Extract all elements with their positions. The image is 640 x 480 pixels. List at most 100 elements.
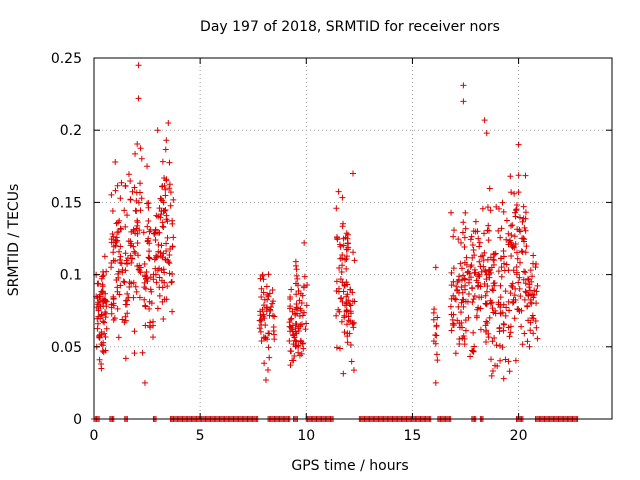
data-point — [455, 303, 462, 310]
data-point — [132, 207, 139, 214]
data-point — [256, 325, 263, 332]
data-point — [290, 357, 297, 364]
data-point — [118, 226, 125, 233]
data-point — [433, 332, 440, 339]
data-point — [462, 225, 469, 232]
data-point — [470, 329, 477, 336]
data-point — [506, 307, 513, 314]
data-point — [527, 319, 534, 326]
data-point — [521, 330, 528, 337]
data-point — [477, 326, 484, 333]
data-point — [483, 318, 490, 325]
data-point — [510, 267, 517, 274]
data-points — [91, 62, 581, 422]
data-point — [169, 271, 176, 278]
data-point — [500, 247, 507, 254]
x-tick-label: 0 — [90, 428, 99, 444]
data-point — [144, 200, 151, 207]
data-point — [291, 352, 298, 359]
axis-ticks: 0 5 10 15 20 0 0.05 0.1 0.15 0.2 0.25 — [51, 51, 612, 444]
data-point — [511, 292, 518, 299]
data-point — [434, 314, 441, 321]
data-point — [147, 324, 154, 331]
data-point — [162, 206, 169, 213]
data-point — [168, 279, 175, 286]
data-point — [503, 236, 510, 243]
data-point — [467, 263, 474, 270]
data-point — [158, 242, 165, 249]
data-point — [432, 340, 439, 347]
data-point — [523, 243, 530, 250]
y-tick-label: 0.05 — [51, 340, 82, 356]
data-point — [516, 274, 523, 281]
data-point — [135, 266, 142, 273]
data-point — [164, 283, 171, 290]
data-point — [343, 265, 350, 272]
data-point — [122, 223, 129, 230]
data-point — [495, 301, 502, 308]
data-point — [512, 207, 519, 214]
data-point — [508, 252, 515, 259]
data-point — [350, 324, 357, 331]
data-point — [530, 330, 537, 337]
data-point — [288, 286, 295, 293]
data-point — [467, 236, 474, 243]
data-point — [151, 230, 158, 237]
data-point — [340, 370, 347, 377]
data-point — [99, 273, 106, 280]
data-point — [271, 331, 278, 338]
data-point — [466, 276, 473, 283]
data-point — [301, 273, 308, 280]
data-point — [152, 226, 159, 233]
data-point — [448, 269, 455, 276]
data-point — [533, 324, 540, 331]
data-point — [486, 271, 493, 278]
data-point — [479, 205, 486, 212]
data-point — [524, 302, 531, 309]
data-point — [122, 250, 129, 257]
data-point — [502, 356, 509, 363]
data-point — [295, 328, 302, 335]
data-point — [343, 230, 350, 237]
data-point — [448, 327, 455, 334]
data-point — [469, 299, 476, 306]
data-point — [339, 279, 346, 286]
data-point — [133, 197, 140, 204]
data-point — [146, 254, 153, 261]
data-point — [488, 372, 495, 379]
data-point — [503, 261, 510, 268]
data-point — [500, 327, 507, 334]
data-point — [164, 234, 171, 241]
data-point — [457, 260, 464, 267]
data-point — [154, 127, 161, 134]
data-point — [527, 267, 534, 274]
data-point — [340, 242, 347, 249]
data-point — [434, 357, 441, 364]
data-point — [459, 229, 466, 236]
data-point — [457, 239, 464, 246]
data-point — [520, 215, 527, 222]
data-point — [154, 305, 161, 312]
data-point — [115, 274, 122, 281]
data-point — [448, 209, 455, 216]
data-point — [170, 234, 177, 241]
data-point — [115, 268, 122, 275]
data-point — [502, 288, 509, 295]
data-point — [476, 258, 483, 265]
data-point — [498, 264, 505, 271]
data-point — [260, 311, 267, 318]
data-point — [163, 240, 170, 247]
data-point — [302, 326, 309, 333]
data-point — [101, 297, 108, 304]
data-point — [507, 290, 514, 297]
data-point — [117, 282, 124, 289]
data-point — [260, 334, 267, 341]
data-point — [500, 320, 507, 327]
data-point — [460, 303, 467, 310]
data-point — [526, 284, 533, 291]
data-point — [163, 248, 170, 255]
data-point — [152, 236, 159, 243]
data-point — [505, 230, 512, 237]
data-point — [123, 301, 130, 308]
data-point — [496, 325, 503, 332]
